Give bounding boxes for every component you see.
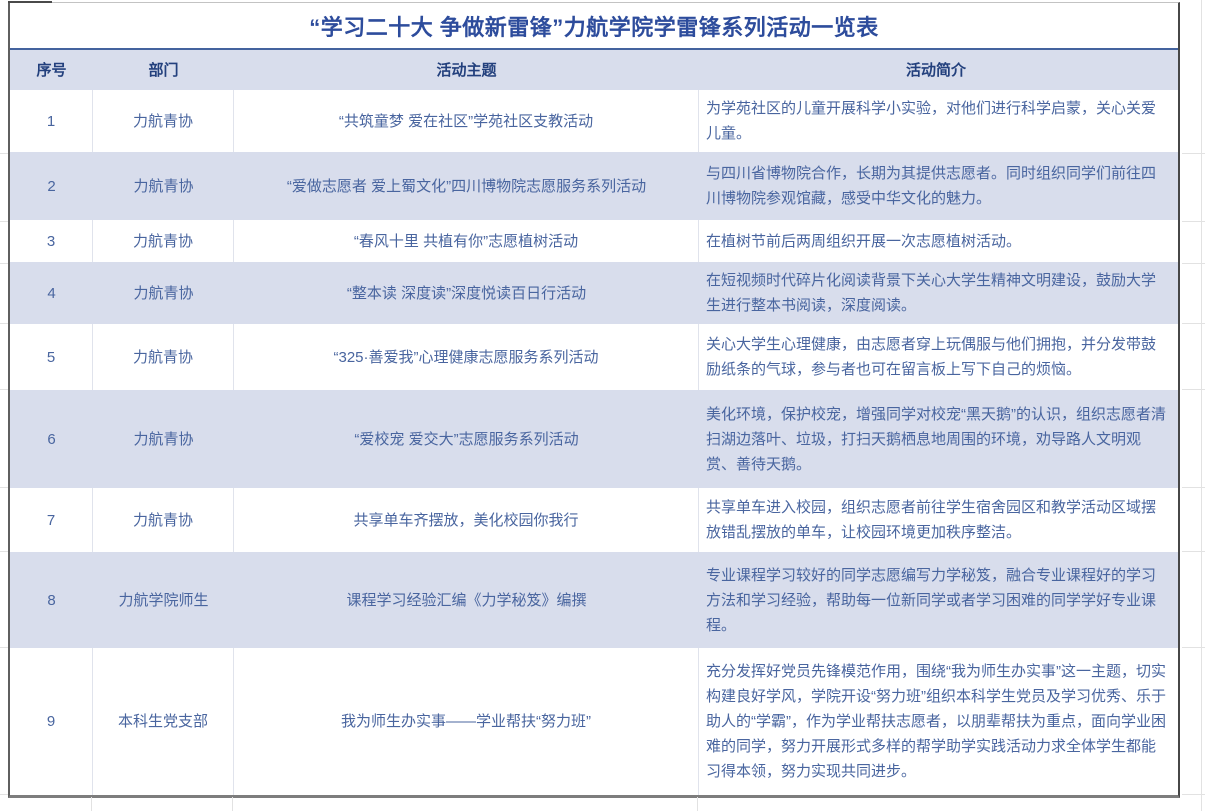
gridline	[697, 797, 698, 811]
department-cell[interactable]: 力航青协	[133, 430, 194, 448]
table-row: 4 力航青协 “整本读 深度读”深度悦读百日行活动 在短视频时代碎片化阅读背景下关心大…	[10, 262, 1178, 324]
row-number-cell[interactable]: 1	[10, 90, 93, 152]
table-row: 6 力航青协 “爱校宠 爱交大”志愿服务系列活动 美化环境，保护校宠，增强同学对校宠“…	[10, 390, 1178, 488]
theme-cell[interactable]: “325·善爱我”心理健康志愿服务系列活动	[234, 324, 699, 390]
row-number-cell[interactable]: 8	[47, 591, 56, 609]
gridline	[1182, 263, 1205, 264]
gridline	[0, 221, 8, 222]
gridline	[0, 153, 8, 154]
row-number-cell[interactable]: 9	[10, 648, 93, 795]
row-number-cell[interactable]: 5	[10, 324, 93, 390]
gridline	[0, 389, 8, 390]
gridline	[1182, 323, 1205, 324]
gridline	[0, 263, 8, 264]
description-cell[interactable]: 在植树节前后两周组织开展一次志愿植树活动。	[706, 232, 1022, 250]
description-cell[interactable]: 专业课程学习较好的同学志愿编写力学秘笈，融合专业课程好的学习方法和学习经验，帮助…	[706, 566, 1157, 634]
table-row: 9 本科生党支部 我为师生办实事——学业帮扶“努力班” 充分发挥好党员先锋模范作用，围…	[10, 648, 1178, 795]
row-number-cell[interactable]: 2	[47, 177, 56, 195]
table-header-row: 序号 部门 活动主题 活动简介	[10, 48, 1178, 90]
row-number-cell[interactable]: 3	[10, 220, 93, 262]
gridline	[232, 797, 233, 811]
header-cell-2[interactable]: 活动主题	[436, 61, 497, 79]
header-cell-0[interactable]: 序号	[36, 61, 67, 79]
theme-cell[interactable]: “整本读 深度读”深度悦读百日行活动	[346, 284, 587, 302]
theme-cell[interactable]: “爱做志愿者 爱上蜀文化”四川博物院志愿服务系列活动	[286, 177, 647, 195]
gridline	[1182, 487, 1205, 488]
gridline	[0, 323, 8, 324]
gridline	[1182, 794, 1205, 795]
department-cell[interactable]: 力航青协	[133, 284, 194, 302]
row-number-cell[interactable]: 7	[10, 488, 93, 552]
header-cell-1[interactable]: 部门	[148, 61, 179, 79]
row-number-cell[interactable]: 4	[47, 284, 56, 302]
department-cell[interactable]: 本科生党支部	[93, 648, 234, 795]
header-cell-3[interactable]: 活动简介	[905, 61, 966, 79]
activities-table: “学习二十大 争做新雷锋”力航学院学雷锋系列活动一览表 序号 部门 活动主题 活动简介…	[8, 1, 1180, 798]
gridline	[1182, 153, 1205, 154]
gridline	[1182, 647, 1205, 648]
department-cell[interactable]: 力航青协	[93, 488, 234, 552]
theme-cell[interactable]: “共筑童梦 爱在社区”学苑社区支教活动	[234, 90, 699, 152]
gridline	[1201, 0, 1202, 811]
description-cell[interactable]: 为学苑社区的儿童开展科学小实验，对他们进行科学启蒙，关心关爱儿童。	[706, 100, 1157, 142]
description-cell[interactable]: 美化环境，保护校宠，增强同学对校宠“黑天鹅”的认识，组织志愿者清扫湖边落叶、垃圾…	[706, 405, 1166, 473]
theme-cell[interactable]: “爱校宠 爱交大”志愿服务系列活动	[354, 430, 579, 448]
department-cell[interactable]: 力航青协	[133, 177, 194, 195]
table-title: “学习二十大 争做新雷锋”力航学院学雷锋系列活动一览表	[309, 14, 879, 40]
table-row: 2 力航青协 “爱做志愿者 爱上蜀文化”四川博物院志愿服务系列活动 与四川省博物院合作…	[10, 152, 1178, 220]
gridline	[0, 794, 8, 795]
theme-cell[interactable]: 我为师生办实事——学业帮扶“努力班”	[234, 648, 699, 795]
theme-cell[interactable]: 课程学习经验汇编《力学秘笈》编撰	[346, 591, 587, 609]
gridline	[1182, 221, 1205, 222]
description-cell[interactable]: 充分发挥好党员先锋模范作用，围绕“我为师生办实事”这一主题，切实构建良好学风，学…	[706, 663, 1166, 780]
table-row: 1 力航青协 “共筑童梦 爱在社区”学苑社区支教活动 为学苑社区的儿童开展科学小实验，…	[10, 90, 1178, 152]
description-cell[interactable]: 共享单车进入校园，组织志愿者前往学生宿舍园区和教学活动区域摆放错乱摆放的单车，让…	[706, 499, 1157, 541]
table-row: 8 力航学院师生 课程学习经验汇编《力学秘笈》编撰 专业课程学习较好的同学志愿编写力学…	[10, 552, 1178, 648]
gridline	[1182, 551, 1205, 552]
row-number-cell[interactable]: 6	[47, 430, 56, 448]
table-row: 7 力航青协 共享单车齐摆放，美化校园你我行 共享单车进入校园，组织志愿者前往学生宿舍…	[10, 488, 1178, 552]
description-cell[interactable]: 与四川省博物院合作，长期为其提供志愿者。同时组织同学们前往四川博物院参观馆藏，感…	[706, 165, 1157, 207]
department-cell[interactable]: 力航学院师生	[118, 591, 209, 609]
gridline	[91, 797, 92, 811]
theme-cell[interactable]: 共享单车齐摆放，美化校园你我行	[234, 488, 699, 552]
gridline	[0, 551, 8, 552]
description-cell[interactable]: 关心大学生心理健康，由志愿者穿上玩偶服与他们拥抱，并分发带鼓励纸条的气球，参与者…	[706, 336, 1157, 378]
table-row: 3 力航青协 “春风十里 共植有你”志愿植树活动 在植树节前后两周组织开展一次志愿植树…	[10, 220, 1178, 262]
gridline	[0, 487, 8, 488]
description-cell[interactable]: 在短视频时代碎片化阅读背景下关心大学生精神文明建设，鼓励大学生进行整本书阅读，深…	[706, 272, 1157, 314]
gridline	[0, 647, 8, 648]
table-row: 5 力航青协 “325·善爱我”心理健康志愿服务系列活动 关心大学生心理健康，由志愿者…	[10, 324, 1178, 390]
department-cell[interactable]: 力航青协	[93, 90, 234, 152]
department-cell[interactable]: 力航青协	[93, 220, 234, 262]
gridline	[1182, 389, 1205, 390]
table-title-row[interactable]: “学习二十大 争做新雷锋”力航学院学雷锋系列活动一览表	[10, 3, 1178, 48]
theme-cell[interactable]: “春风十里 共植有你”志愿植树活动	[234, 220, 699, 262]
table-body: 1 力航青协 “共筑童梦 爱在社区”学苑社区支教活动 为学苑社区的儿童开展科学小实验，…	[10, 90, 1178, 795]
department-cell[interactable]: 力航青协	[93, 324, 234, 390]
